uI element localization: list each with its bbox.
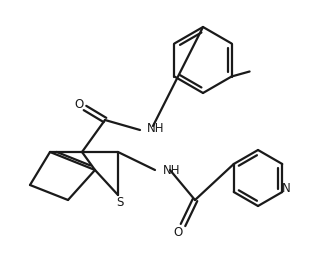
Text: NH: NH (147, 121, 164, 135)
Text: O: O (173, 226, 183, 238)
Text: N: N (282, 182, 290, 196)
Text: NH: NH (163, 164, 181, 176)
Text: S: S (116, 196, 124, 209)
Text: O: O (74, 98, 84, 112)
